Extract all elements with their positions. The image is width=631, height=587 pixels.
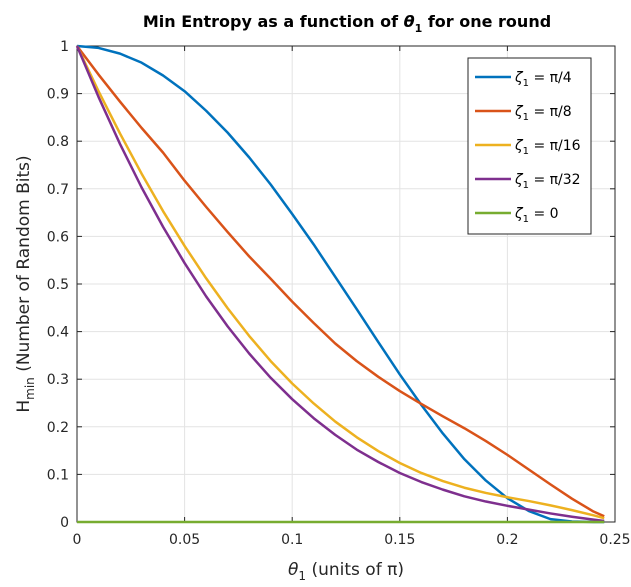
- x-tick-label: 0.2: [496, 532, 518, 548]
- x-tick-label: 0.25: [599, 532, 630, 548]
- legend: ζ1 = π/4 ζ1 = π/8 ζ1 = π/16 ζ1 = π/32 ζ1 = 0: [467, 57, 592, 235]
- axis-ticks: 0 0.05 0.1 0.15 0.2 0.25 0 0.1 0.2 0.3 0.4 0.5 0.6 0.…: [47, 39, 631, 548]
- legend-label-1: ζ1 = π/8: [514, 104, 572, 123]
- y-tick-label: 0.2: [47, 420, 69, 436]
- y-tick-label: 0.1: [47, 467, 69, 483]
- y-tick-label: 0.8: [47, 134, 69, 150]
- series-line-1: [76, 45, 605, 518]
- chart-title: Min Entropy as a function of θ1 for one …: [143, 12, 551, 35]
- x-tick-label: 0.05: [169, 532, 200, 548]
- y-tick-label: 0: [60, 515, 69, 531]
- y-tick-label: 0.4: [47, 325, 69, 341]
- legend-label-2: ζ1 = π/16: [514, 138, 581, 157]
- y-tick-label: 0.6: [47, 229, 69, 245]
- x-tick-label: 0: [73, 532, 82, 548]
- legend-label-4: ζ1 = 0: [514, 206, 559, 225]
- series-line-3: [75, 45, 605, 523]
- y-tick-label: 0.7: [47, 182, 69, 198]
- x-axis-label: θ1 (units of π): [288, 560, 404, 583]
- series-lines: [75, 44, 605, 524]
- legend-label-3: ζ1 = π/32: [514, 172, 581, 191]
- y-tick-label: 0.9: [47, 87, 69, 103]
- y-tick-label: 0.5: [47, 277, 69, 293]
- series-line-2: [75, 45, 605, 520]
- y-axis-label: Hmin (Number of Random Bits): [14, 155, 37, 412]
- y-tick-label: 1: [60, 39, 69, 55]
- x-tick-label: 0.15: [384, 532, 415, 548]
- x-tick-label: 0.1: [281, 532, 303, 548]
- legend-label-0: ζ1 = π/4: [514, 70, 572, 89]
- y-tick-label: 0.3: [47, 372, 69, 388]
